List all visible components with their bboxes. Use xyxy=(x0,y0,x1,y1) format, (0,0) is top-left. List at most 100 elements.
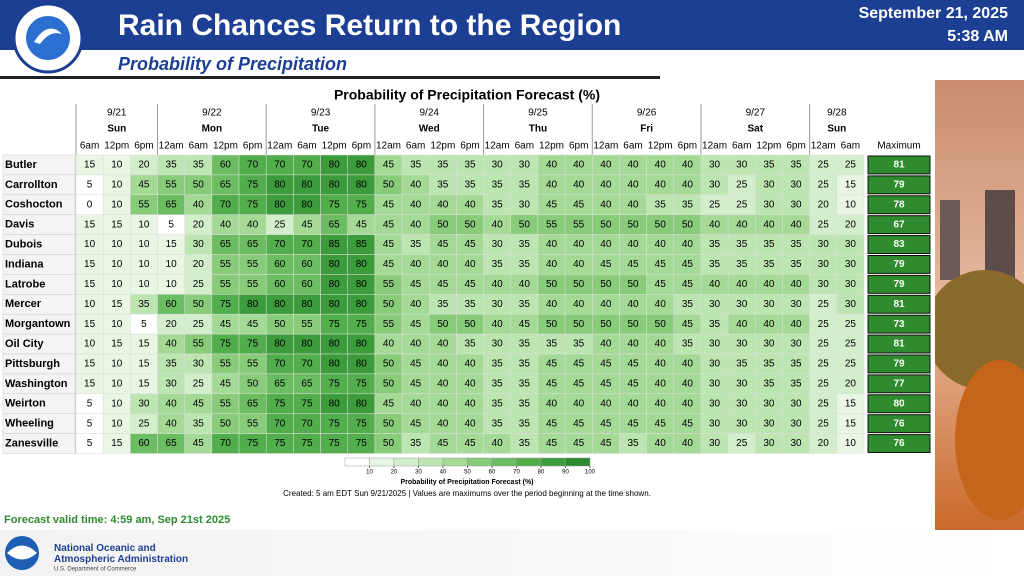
column-time: 6pm xyxy=(134,141,153,152)
max-cell xyxy=(867,434,931,454)
cell-value: 40 xyxy=(410,199,422,210)
cell-value: 15 xyxy=(845,398,857,409)
cell-value: 45 xyxy=(410,359,422,370)
cell-value: 80 xyxy=(329,339,341,350)
cell-value: 40 xyxy=(763,219,775,230)
cell-value: 80 xyxy=(301,299,313,310)
cell-value: 30 xyxy=(763,438,775,449)
cell-value: 35 xyxy=(193,418,205,429)
cell-value: 45 xyxy=(383,398,395,409)
colorbar-tick-label: 90 xyxy=(562,470,569,476)
cell-value: 40 xyxy=(492,279,504,290)
colorbar-label: Probability of Precipitation Forecast (%… xyxy=(400,479,533,486)
cell-value: 65 xyxy=(166,438,178,449)
row-name: Weirton xyxy=(5,398,46,410)
cell-value: 30 xyxy=(791,418,803,429)
cell-value: 60 xyxy=(274,279,286,290)
cell-value: 35 xyxy=(492,418,504,429)
cell-value: 40 xyxy=(573,239,585,250)
header-band xyxy=(0,0,1024,50)
title: Rain Chances Return to the Region xyxy=(118,9,621,42)
cell-value: 50 xyxy=(546,279,558,290)
cell-value: 50 xyxy=(437,319,449,330)
cell-value: 30 xyxy=(709,438,721,449)
cell-value: 35 xyxy=(437,179,449,190)
cell-value: 25 xyxy=(818,299,830,310)
cell-value: 55 xyxy=(247,359,259,370)
cell-value: 10 xyxy=(845,199,857,210)
cell-value: 35 xyxy=(410,438,422,449)
cell-value: 60 xyxy=(301,279,313,290)
cell-value: 55 xyxy=(220,259,232,270)
cell-value: 75 xyxy=(220,299,232,310)
cell-value: 45 xyxy=(247,319,259,330)
cell-value: 35 xyxy=(546,339,558,350)
cell-value: 55 xyxy=(220,359,232,370)
cell-value: 40 xyxy=(546,398,558,409)
cell-value: 45 xyxy=(546,418,558,429)
cell-value: 40 xyxy=(193,199,205,210)
max-value: 80 xyxy=(893,398,905,409)
cell-value: 60 xyxy=(166,299,178,310)
cell-value: 40 xyxy=(383,339,395,350)
column-date: 9/27 xyxy=(746,108,766,119)
cell-value: 25 xyxy=(274,219,286,230)
cell-value: 40 xyxy=(655,339,667,350)
cell-value: 75 xyxy=(220,339,232,350)
column-time: 12pm xyxy=(756,141,781,152)
cell-value: 45 xyxy=(410,378,422,389)
cell-value: 25 xyxy=(818,339,830,350)
cell-value: 15 xyxy=(845,179,857,190)
cell-value: 40 xyxy=(763,319,775,330)
cell-value: 35 xyxy=(464,160,476,171)
cell-value: 45 xyxy=(573,438,585,449)
cell-value: 10 xyxy=(111,378,123,389)
cell-value: 15 xyxy=(845,418,857,429)
cell-value: 20 xyxy=(845,378,857,389)
cell-value: 35 xyxy=(437,299,449,310)
cell-value: 50 xyxy=(383,179,395,190)
cell-value: 50 xyxy=(193,179,205,190)
cell-value: 35 xyxy=(682,199,694,210)
cell-value: 75 xyxy=(301,398,313,409)
cell-value: 40 xyxy=(600,299,612,310)
cell-value: 35 xyxy=(519,438,531,449)
max-cell xyxy=(867,274,931,294)
cell-value: 35 xyxy=(519,418,531,429)
cell-value: 35 xyxy=(682,299,694,310)
cell-value: 35 xyxy=(519,239,531,250)
cell-value: 10 xyxy=(111,398,123,409)
max-value: 79 xyxy=(893,259,905,270)
max-cell xyxy=(867,235,931,255)
cell-value: 75 xyxy=(329,418,341,429)
cell-value: 70 xyxy=(301,239,313,250)
cell-value: 25 xyxy=(818,418,830,429)
cell-value: 30 xyxy=(791,398,803,409)
row-name: Latrobe xyxy=(5,278,45,290)
cell-value: 40 xyxy=(410,299,422,310)
column-time: 6pm xyxy=(569,141,588,152)
max-cell xyxy=(867,394,931,414)
nws-logo-core xyxy=(26,16,70,60)
cell-value: 40 xyxy=(410,339,422,350)
cell-value: 40 xyxy=(627,199,639,210)
cell-value: 35 xyxy=(410,160,422,171)
cell-value: 45 xyxy=(546,378,558,389)
max-cell xyxy=(867,334,931,354)
cell-value: 55 xyxy=(383,279,395,290)
cell-value: 40 xyxy=(437,259,449,270)
cell-value: 45 xyxy=(682,418,694,429)
cell-value: 50 xyxy=(383,378,395,389)
cell-value: 10 xyxy=(111,239,123,250)
cell-value: 40 xyxy=(166,418,178,429)
cell-value: 35 xyxy=(791,239,803,250)
max-cell xyxy=(867,374,931,394)
cell-value: 30 xyxy=(709,339,721,350)
cell-value: 30 xyxy=(763,339,775,350)
max-value: 79 xyxy=(893,359,905,370)
cell-value: 40 xyxy=(600,339,612,350)
cell-value: 65 xyxy=(220,179,232,190)
cell-value: 45 xyxy=(573,418,585,429)
cell-value: 40 xyxy=(709,219,721,230)
cell-value: 35 xyxy=(519,339,531,350)
